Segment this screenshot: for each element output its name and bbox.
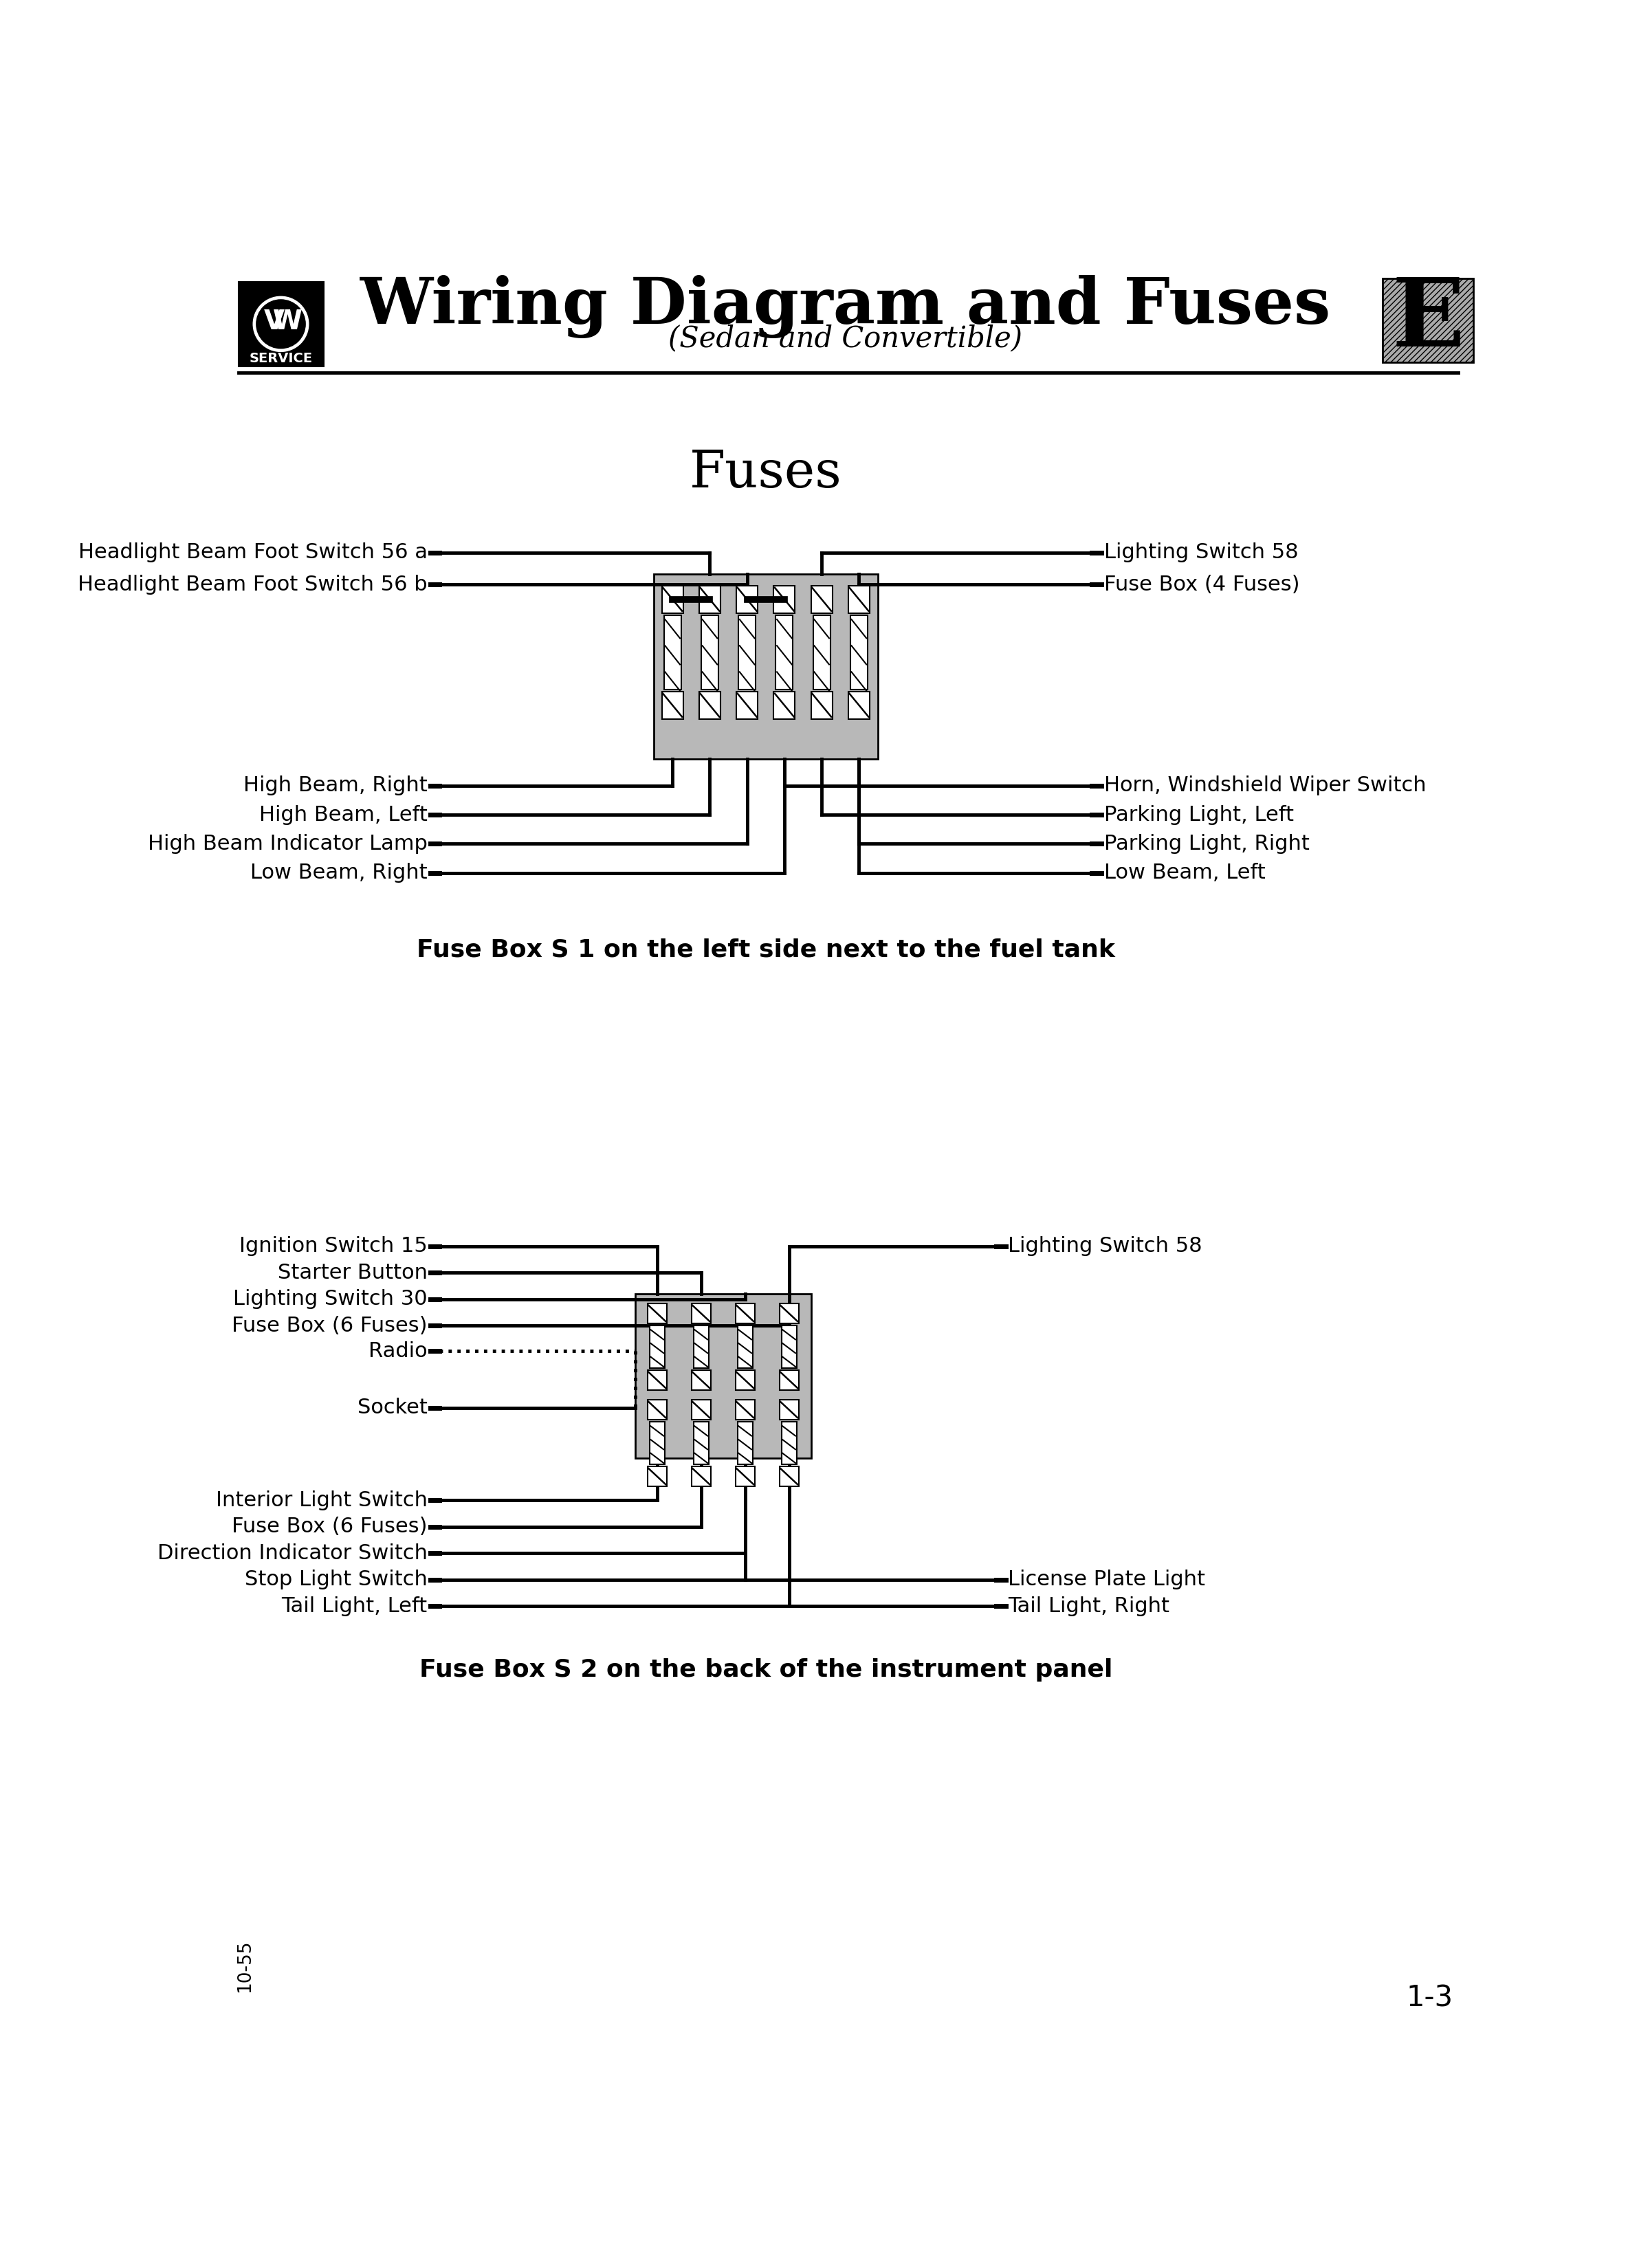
Text: SERVICE: SERVICE bbox=[249, 352, 312, 365]
Text: Headlight Beam Foot Switch 56 b: Headlight Beam Foot Switch 56 b bbox=[78, 574, 427, 594]
Bar bbox=[647, 1304, 667, 1325]
Text: Parking Light, Right: Parking Light, Right bbox=[1104, 835, 1310, 853]
Circle shape bbox=[256, 299, 305, 349]
Bar bbox=[779, 1467, 799, 1486]
Text: Tail Light, Right: Tail Light, Right bbox=[1008, 1597, 1170, 1617]
Text: Fuses: Fuses bbox=[690, 449, 842, 499]
Bar bbox=[663, 615, 681, 689]
Bar bbox=[693, 1325, 708, 1368]
Circle shape bbox=[252, 297, 309, 352]
Text: Stop Light Switch: Stop Light Switch bbox=[244, 1569, 427, 1590]
Text: Lighting Switch 58: Lighting Switch 58 bbox=[1104, 542, 1299, 562]
Bar bbox=[782, 1422, 797, 1465]
Text: V: V bbox=[264, 308, 285, 336]
Text: Radio: Radio bbox=[368, 1340, 427, 1361]
Text: Ignition Switch 15: Ignition Switch 15 bbox=[239, 1236, 427, 1256]
Text: 10-55: 10-55 bbox=[236, 1939, 254, 1991]
Bar bbox=[776, 615, 794, 689]
Bar bbox=[650, 1325, 665, 1368]
Bar bbox=[738, 1325, 752, 1368]
Text: Tail Light, Left: Tail Light, Left bbox=[282, 1597, 427, 1617]
Bar bbox=[691, 1399, 711, 1420]
Text: Wiring Diagram and Fuses: Wiring Diagram and Fuses bbox=[360, 274, 1332, 338]
Bar bbox=[701, 615, 718, 689]
Text: Horn, Windshield Wiper Switch: Horn, Windshield Wiper Switch bbox=[1104, 776, 1426, 796]
Bar bbox=[736, 1304, 754, 1325]
Bar bbox=[691, 1467, 711, 1486]
Text: Socket: Socket bbox=[358, 1397, 427, 1418]
Text: Fuse Box S 2 on the back of the instrument panel: Fuse Box S 2 on the back of the instrume… bbox=[419, 1658, 1112, 1681]
Bar bbox=[647, 1399, 667, 1420]
Text: Headlight Beam Foot Switch 56 a: Headlight Beam Foot Switch 56 a bbox=[78, 542, 427, 562]
Text: High Beam, Left: High Beam, Left bbox=[259, 805, 427, 826]
Bar bbox=[635, 1293, 812, 1458]
Bar bbox=[736, 1399, 754, 1420]
Text: Fuse Box (6 Fuses): Fuse Box (6 Fuses) bbox=[231, 1315, 427, 1336]
Text: W: W bbox=[272, 308, 302, 336]
Bar bbox=[736, 1467, 754, 1486]
Text: Fuse Box (6 Fuses): Fuse Box (6 Fuses) bbox=[231, 1517, 427, 1538]
Text: E: E bbox=[1391, 274, 1465, 367]
Bar bbox=[782, 1325, 797, 1368]
Text: Interior Light Switch: Interior Light Switch bbox=[216, 1490, 427, 1510]
Text: Starter Button: Starter Button bbox=[277, 1263, 427, 1284]
Text: Lighting Switch 30: Lighting Switch 30 bbox=[233, 1288, 427, 1309]
Bar bbox=[848, 585, 870, 612]
Bar bbox=[662, 585, 683, 612]
Bar bbox=[693, 1422, 708, 1465]
Text: High Beam, Right: High Beam, Right bbox=[243, 776, 427, 796]
Bar bbox=[848, 692, 870, 719]
Bar bbox=[736, 1370, 754, 1390]
Text: Fuse Box (4 Fuses): Fuse Box (4 Fuses) bbox=[1104, 574, 1300, 594]
Text: Fuse Box S 1 on the left side next to the fuel tank: Fuse Box S 1 on the left side next to th… bbox=[416, 939, 1115, 962]
Bar bbox=[700, 692, 721, 719]
Bar bbox=[739, 615, 756, 689]
Bar bbox=[812, 692, 832, 719]
Bar bbox=[700, 585, 721, 612]
Bar bbox=[650, 1422, 665, 1465]
Bar bbox=[691, 1370, 711, 1390]
Bar bbox=[738, 1422, 752, 1465]
Text: 1-3: 1-3 bbox=[1406, 1985, 1454, 2012]
Bar bbox=[813, 615, 830, 689]
Text: Low Beam, Right: Low Beam, Right bbox=[251, 864, 427, 882]
Text: Parking Light, Left: Parking Light, Left bbox=[1104, 805, 1294, 826]
Bar bbox=[647, 1467, 667, 1486]
Bar bbox=[691, 1304, 711, 1325]
Bar bbox=[647, 1370, 667, 1390]
Bar bbox=[1383, 279, 1473, 363]
Bar bbox=[736, 585, 757, 612]
Bar bbox=[779, 1370, 799, 1390]
Text: Direction Indicator Switch: Direction Indicator Switch bbox=[157, 1542, 427, 1563]
Bar bbox=[662, 692, 683, 719]
Text: License Plate Light: License Plate Light bbox=[1008, 1569, 1206, 1590]
Text: Lighting Switch 58: Lighting Switch 58 bbox=[1008, 1236, 1203, 1256]
Text: Low Beam, Left: Low Beam, Left bbox=[1104, 864, 1266, 882]
Bar bbox=[653, 574, 878, 760]
Text: (Sedan and Convertible): (Sedan and Convertible) bbox=[668, 324, 1023, 354]
Bar bbox=[779, 1304, 799, 1325]
Bar bbox=[238, 281, 323, 367]
Bar bbox=[736, 692, 757, 719]
Bar bbox=[850, 615, 868, 689]
Bar bbox=[774, 692, 795, 719]
Text: High Beam Indicator Lamp: High Beam Indicator Lamp bbox=[147, 835, 427, 853]
Bar bbox=[779, 1399, 799, 1420]
Bar bbox=[774, 585, 795, 612]
Bar bbox=[812, 585, 832, 612]
